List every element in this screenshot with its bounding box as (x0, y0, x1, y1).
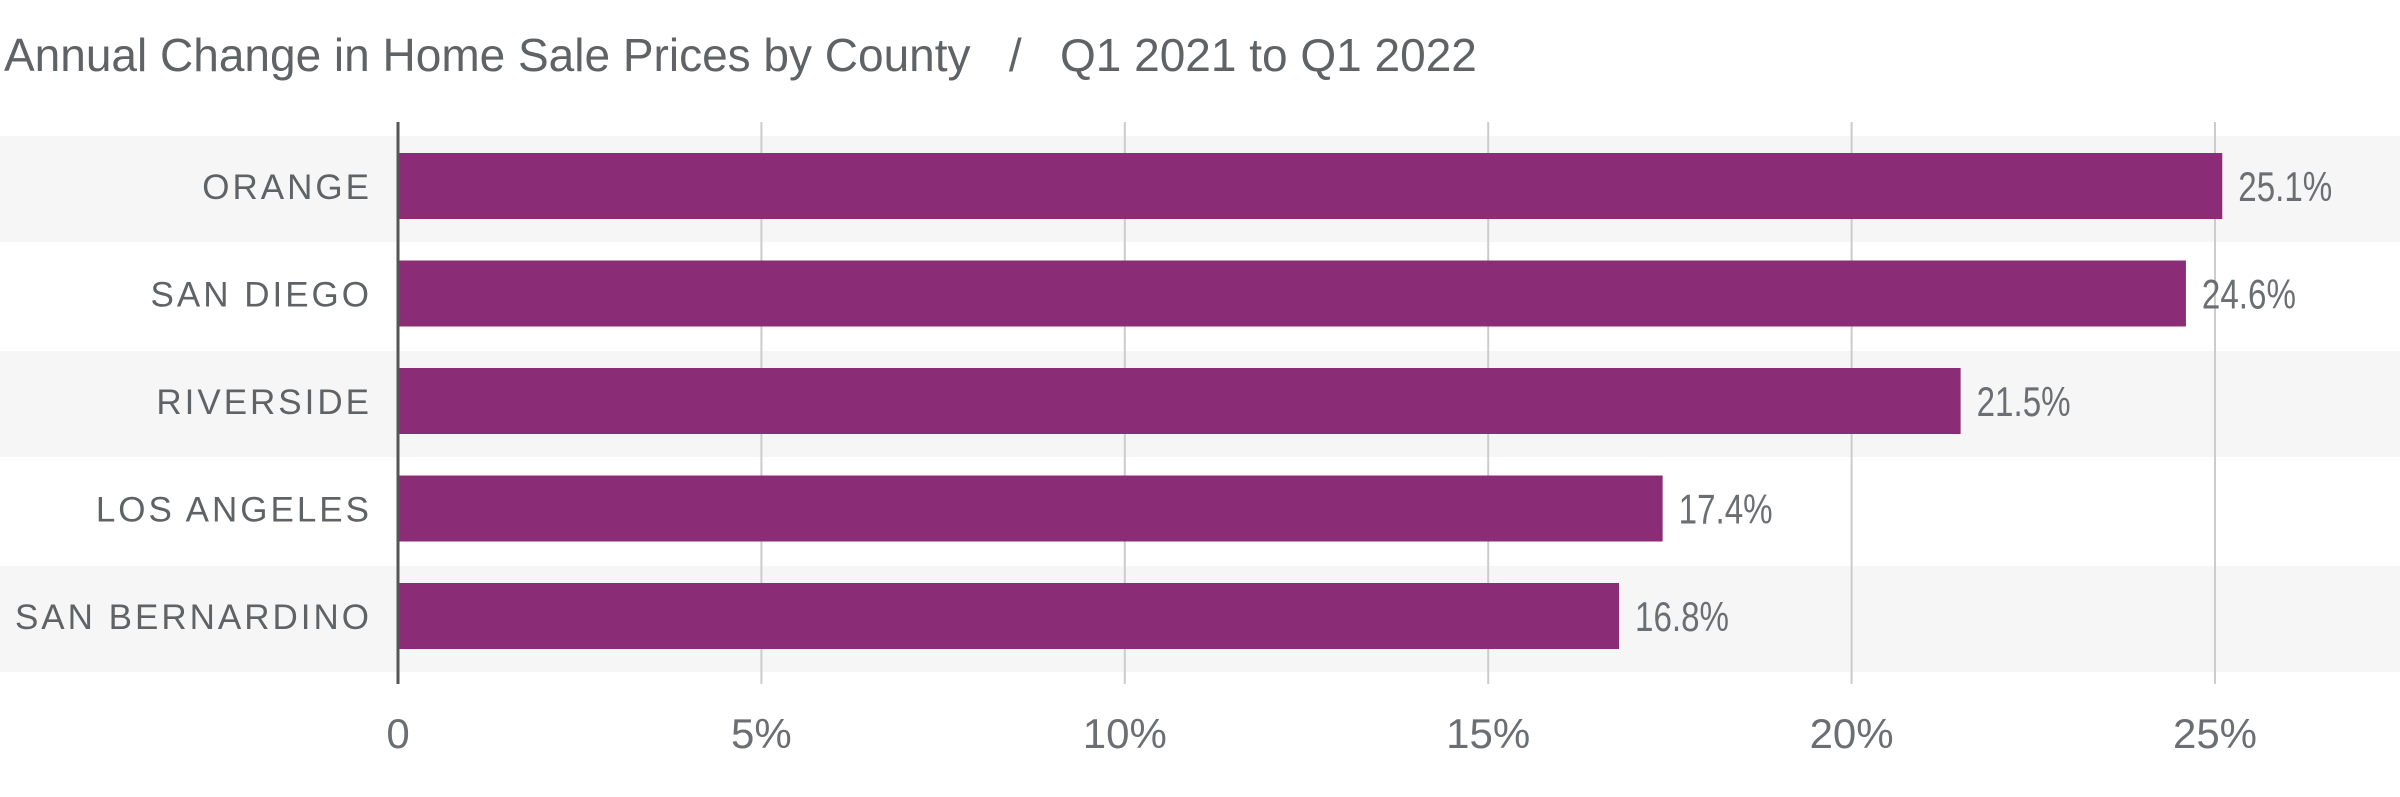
x-tick-label: 20% (1810, 710, 1894, 757)
category-label: ORANGE (202, 168, 372, 207)
category-label: SAN DIEGO (151, 276, 372, 315)
value-label: 21.5% (1977, 378, 2071, 425)
value-label: 16.8% (1635, 593, 1729, 640)
category-label: LOS ANGELES (96, 491, 372, 530)
category-label: RIVERSIDE (156, 383, 372, 422)
bar-orange (398, 153, 2223, 219)
bar-san-bernardino (398, 583, 1620, 649)
value-label: 24.6% (2202, 271, 2296, 318)
x-tick-label: 10% (1083, 710, 1167, 757)
x-tick-label: 25% (2173, 710, 2257, 757)
bar-san-diego (398, 260, 2186, 327)
value-label: 25.1% (2238, 163, 2332, 210)
bar-riverside (398, 368, 1961, 434)
category-label: SAN BERNARDINO (15, 598, 372, 637)
x-tick-label: 0 (386, 710, 409, 757)
chart-title: Annual Change in Home Sale Prices by Cou… (4, 29, 1477, 81)
x-tick-label: 15% (1446, 710, 1530, 757)
value-label: 17.4% (1679, 486, 1773, 533)
bar-los-angeles (398, 475, 1663, 542)
x-tick-label: 5% (731, 710, 792, 757)
